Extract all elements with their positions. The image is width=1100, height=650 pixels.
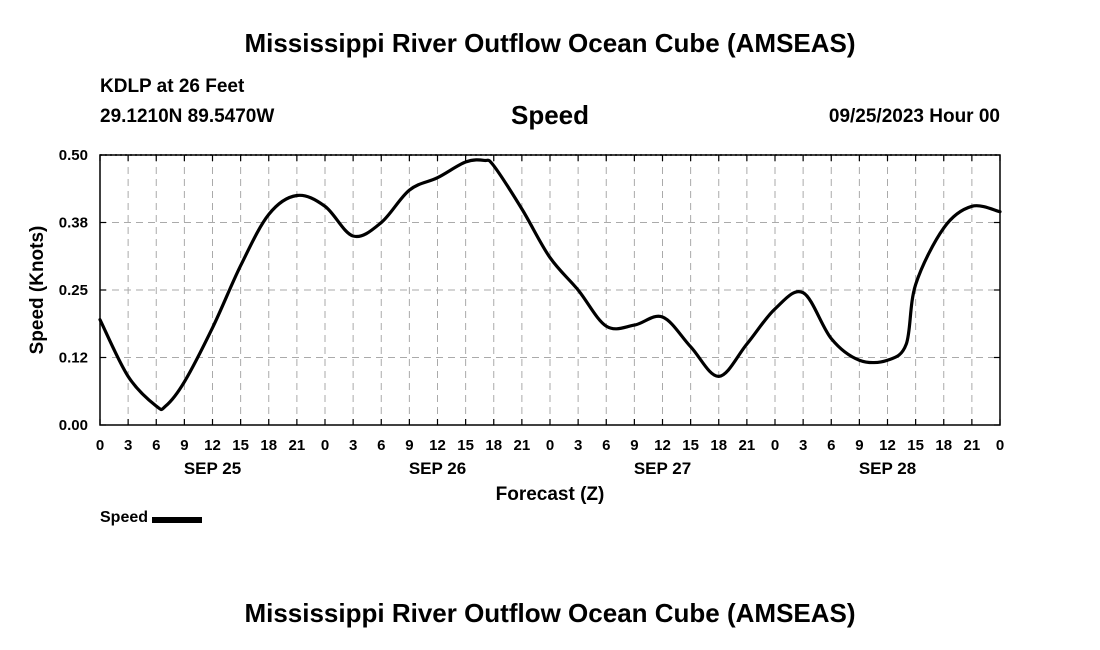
x-tick-label: 3 xyxy=(574,437,582,454)
x-tick-label: 21 xyxy=(289,437,306,454)
station-label: KDLP at 26 Feet xyxy=(100,76,245,97)
x-tick-label: 12 xyxy=(429,437,446,454)
x-tick-label: 0 xyxy=(996,437,1004,454)
x-tick-label: 15 xyxy=(682,437,699,454)
y-tick-label: 0.00 xyxy=(59,417,88,434)
forecast-run-time: 09/25/2023 Hour 00 xyxy=(828,106,1000,127)
x-tick-label: 21 xyxy=(739,437,756,454)
day-label: SEP 27 xyxy=(634,459,691,478)
x-tick-label: 21 xyxy=(514,437,531,454)
x-tick-label: 9 xyxy=(180,437,188,454)
x-tick-label: 12 xyxy=(654,437,671,454)
x-tick-label: 9 xyxy=(630,437,638,454)
y-tick-label: 0.38 xyxy=(59,215,88,232)
x-tick-label: 15 xyxy=(232,437,249,454)
legend-swatch xyxy=(152,517,203,523)
grid xyxy=(100,155,1000,425)
x-tick-label: 0 xyxy=(546,437,554,454)
y-tick-label: 0.50 xyxy=(59,147,88,164)
series-line-speed xyxy=(98,158,1002,412)
x-tick-label: 9 xyxy=(855,437,863,454)
coordinates-label: 29.1210N 89.5470W xyxy=(100,106,275,127)
footer-title: Mississippi River Outflow Ocean Cube (AM… xyxy=(244,598,856,628)
legend: Speed xyxy=(100,509,203,527)
x-tick-label: 6 xyxy=(827,437,835,454)
x-tick-label: 3 xyxy=(349,437,357,454)
x-tick-label: 3 xyxy=(124,437,132,454)
y-tick-label: 0.25 xyxy=(59,282,88,299)
x-tick-label: 15 xyxy=(457,437,474,454)
chart-subtitle: Speed xyxy=(510,100,590,130)
x-tick-label: 12 xyxy=(204,437,221,454)
day-label: SEP 28 xyxy=(859,459,916,478)
x-tick-label: 15 xyxy=(907,437,924,454)
x-axis-title: Forecast (Z) xyxy=(496,484,605,505)
x-tick-label: 0 xyxy=(321,437,329,454)
x-tick-label: 6 xyxy=(377,437,385,454)
x-tick-label: 3 xyxy=(799,437,807,454)
x-tick-label: 21 xyxy=(964,437,981,454)
x-tick-label: 6 xyxy=(602,437,610,454)
x-tick-label: 18 xyxy=(260,437,277,454)
x-tick-label: 12 xyxy=(879,437,896,454)
x-tick-label: 6 xyxy=(152,437,160,454)
x-tick-label: 9 xyxy=(405,437,413,454)
x-tick-label: 18 xyxy=(485,437,502,454)
day-label: SEP 26 xyxy=(409,459,466,478)
day-label: SEP 25 xyxy=(184,459,241,478)
tick-labels: 0 3 6 9 12 15 18 21 0 3 6 9 12 15 18 21 0 3 6 9 12 15 18 21 0 3 6 9… xyxy=(59,147,1004,478)
x-tick-label: 0 xyxy=(96,437,104,454)
x-tick-label: 0 xyxy=(771,437,779,454)
y-axis-title: Speed (Knots) xyxy=(27,226,48,355)
legend-label: Speed xyxy=(100,509,149,526)
x-tick-label: 18 xyxy=(710,437,727,454)
x-tick-label: 18 xyxy=(935,437,952,454)
y-tick-label: 0.12 xyxy=(59,350,88,367)
chart-title: Mississippi River Outflow Ocean Cube (AM… xyxy=(244,28,856,58)
